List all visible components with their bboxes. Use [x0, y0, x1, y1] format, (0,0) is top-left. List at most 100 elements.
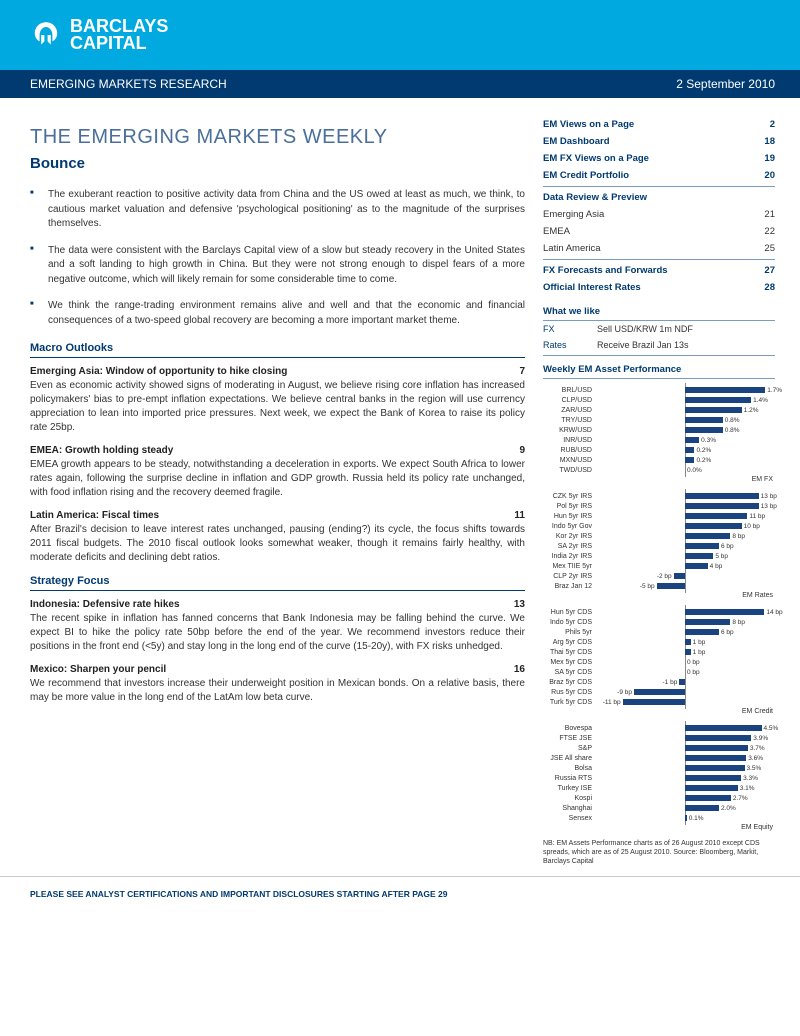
chart-row: Turk 5yr CDS-11 bp — [543, 697, 775, 707]
chart-row: Arg 5yr CDS1 bp — [543, 637, 775, 647]
chart-value: 1.7% — [767, 387, 782, 394]
toc-label: FX Forecasts and Forwards — [543, 265, 668, 276]
chart-value: -9 bp — [617, 689, 632, 696]
chart-row: Mex 5yr CDS 0 bp — [543, 657, 775, 667]
chart-value: 3.3% — [743, 775, 758, 782]
chart-bar — [685, 553, 713, 559]
chart-row: Braz Jan 12-5 bp — [543, 581, 775, 591]
toc-row[interactable]: FX Forecasts and Forwards 27 — [543, 262, 775, 279]
chart-bar-label: Russia RTS — [543, 775, 595, 782]
chart-bar — [685, 563, 708, 569]
chart-row: Hun 5yr CDS14 bp — [543, 607, 775, 617]
like-row: FXSell USD/KRW 1m NDF — [543, 321, 775, 337]
chart-row: Mex TIIE 5yr4 bp — [543, 561, 775, 571]
chart-section-header: Weekly EM Asset Performance — [543, 364, 775, 379]
toc-page: 19 — [764, 153, 775, 164]
chart-row: CLP/USD1.4% — [543, 395, 775, 405]
chart-bar-label: TWD/USD — [543, 467, 595, 474]
chart-bar-label: FTSE JSE — [543, 735, 595, 742]
strategy-article: Indonesia: Defensive rate hikes13The rec… — [30, 599, 525, 654]
chart-block: CZK 5yr IRS13 bpPol 5yr IRS13 bpHun 5yr … — [543, 491, 775, 599]
toc-page: 20 — [764, 170, 775, 181]
chart-bar — [685, 725, 762, 731]
chart-bar-label: RUB/USD — [543, 447, 595, 454]
chart-block: Hun 5yr CDS14 bpIndo 5yr CDS8 bpPhils 5y… — [543, 607, 775, 715]
chart-bar-label: Bovespa — [543, 725, 595, 732]
toc-page: 28 — [764, 282, 775, 293]
chart-bar — [685, 513, 747, 519]
chart-bar-label: Arg 5yr CDS — [543, 639, 595, 646]
chart-value: 6 bp — [721, 629, 734, 636]
like-val: Receive Brazil Jan 13s — [597, 340, 689, 350]
article-body: EMEA growth appears to be steady, notwit… — [30, 458, 525, 500]
chart-category: EM Equity — [543, 824, 775, 831]
chart-row: KRW/USD0.8% — [543, 425, 775, 435]
chart-bar-label: CLP/USD — [543, 397, 595, 404]
article-title: EMEA: Growth holding steady — [30, 445, 173, 456]
chart-value: 3.9% — [753, 735, 768, 742]
chart-bar-label: Braz 5yr CDS — [543, 679, 595, 686]
chart-row: Thai 5yr CDS1 bp — [543, 647, 775, 657]
chart-bar-label: SA 5yr CDS — [543, 669, 595, 676]
chart-bar-label: Braz Jan 12 — [543, 583, 595, 590]
toc-row[interactable]: EM Credit Portfolio 20 — [543, 167, 775, 184]
like-val: Sell USD/KRW 1m NDF — [597, 324, 693, 334]
chart-row: Indo 5yr CDS8 bp — [543, 617, 775, 627]
toc-row[interactable]: EM Views on a Page2 — [543, 116, 775, 133]
chart-bar — [685, 493, 759, 499]
header-sub: EMERGING MARKETS RESEARCH 2 September 20… — [0, 70, 800, 98]
chart-value: 14 bp — [766, 609, 782, 616]
chart-bar-label: Mex 5yr CDS — [543, 659, 595, 666]
chart-row: Hun 5yr IRS 11 bp — [543, 511, 775, 521]
toc-row[interactable]: Latin America 25 — [543, 240, 775, 257]
macro-article: Emerging Asia: Window of opportunity to … — [30, 366, 525, 435]
toc-page: 27 — [764, 265, 775, 276]
date-label: 2 September 2010 — [676, 77, 775, 91]
article-page: 11 — [514, 510, 525, 521]
article-title: Latin America: Fiscal times — [30, 510, 159, 521]
bullet-item: The exuberant reaction to positive activ… — [30, 188, 525, 232]
chart-value: 8 bp — [732, 533, 745, 540]
chart-row: Pol 5yr IRS13 bp — [543, 501, 775, 511]
toc-page: 25 — [764, 243, 775, 254]
chart-bar — [685, 795, 731, 801]
toc-label: EM Dashboard — [543, 136, 610, 147]
chart-value: -1 bp — [663, 679, 678, 686]
toc-page: 2 — [770, 119, 775, 130]
chart-bar — [623, 699, 685, 705]
header-top: BARCLAYS CAPITAL — [0, 0, 800, 70]
toc-row[interactable]: EM Dashboard 18 — [543, 133, 775, 150]
toc-label: Latin America — [543, 243, 601, 254]
chart-bar-label: TRY/USD — [543, 417, 595, 424]
toc-row[interactable]: Emerging Asia21 — [543, 206, 775, 223]
chart-value: 0.8% — [725, 427, 740, 434]
toc-row[interactable]: EM FX Views on a Page19 — [543, 150, 775, 167]
chart-row: Russia RTS 3.3% — [543, 773, 775, 783]
chart-row: Braz 5yr CDS -1 bp — [543, 677, 775, 687]
chart-bar — [685, 397, 751, 403]
chart-row: ZAR/USD1.2% — [543, 405, 775, 415]
article-page: 9 — [519, 445, 525, 456]
article-body: Even as economic activity showed signs o… — [30, 379, 525, 435]
chart-row: TRY/USD 0.8% — [543, 415, 775, 425]
toc-label: EM Credit Portfolio — [543, 170, 629, 181]
article-page: 7 — [519, 366, 525, 377]
toc-row[interactable]: EMEA22 — [543, 223, 775, 240]
toc-page: 18 — [764, 136, 775, 147]
chart-value: 0 bp — [687, 669, 700, 676]
chart-row: Phils 5yr6 bp — [543, 627, 775, 637]
toc-row[interactable]: Official Interest Rates28 — [543, 279, 775, 296]
chart-value: 0.8% — [725, 417, 740, 424]
chart-value: 3.5% — [747, 765, 762, 772]
chart-value: 11 bp — [749, 513, 765, 520]
chart-bar — [685, 785, 738, 791]
chart-row: Kospi2.7% — [543, 793, 775, 803]
chart-bar — [685, 503, 759, 509]
chart-value: 0 bp — [687, 659, 700, 666]
chart-bar — [685, 609, 764, 615]
chart-row: CZK 5yr IRS13 bp — [543, 491, 775, 501]
chart-bar-label: Hun 5yr IRS — [543, 513, 595, 520]
macro-article: Latin America: Fiscal times11After Brazi… — [30, 510, 525, 565]
chart-bar — [685, 815, 687, 821]
chart-bar-label: Turk 5yr CDS — [543, 699, 595, 706]
